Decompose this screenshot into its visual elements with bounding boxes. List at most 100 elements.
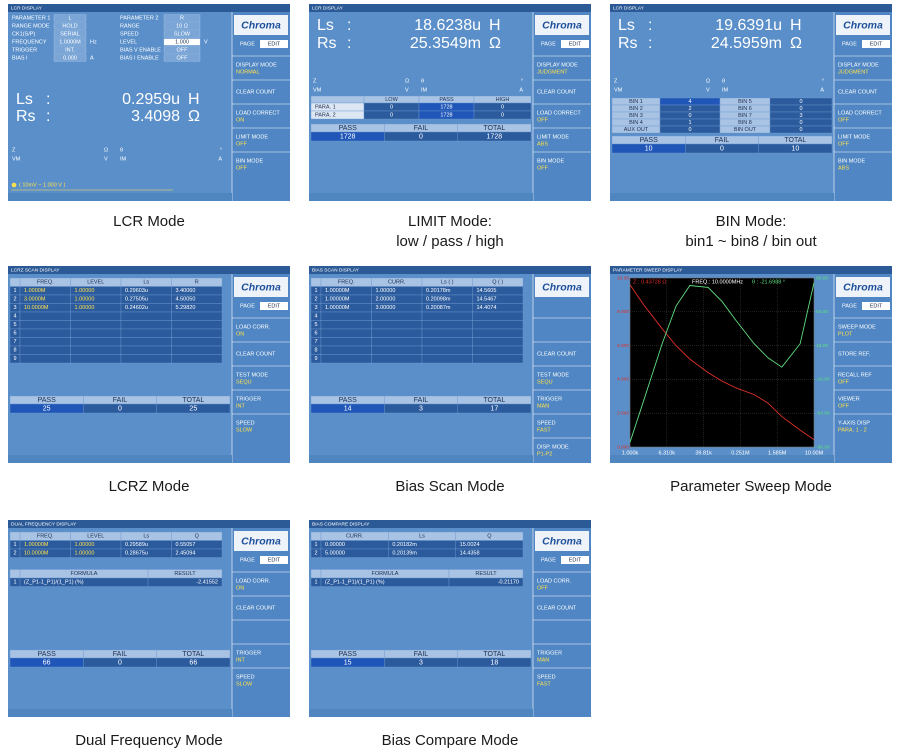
list-cell: 4.50050 — [176, 297, 196, 303]
logo: Chroma — [843, 281, 883, 293]
edit-label: EDIT — [569, 41, 582, 47]
softkey-value: ON — [236, 117, 244, 123]
setting-box — [53, 38, 87, 46]
cell — [19, 354, 71, 364]
monitor-label: A — [820, 87, 824, 93]
readout-value: 3.4098 — [131, 108, 180, 125]
softkey-label: Y-AXIS DISP — [838, 420, 870, 426]
setting-box — [163, 46, 201, 54]
logo: Chroma — [241, 19, 281, 31]
list-cell: 1 — [13, 288, 16, 294]
list-cell: 1.00000 — [75, 551, 95, 557]
page-label: PAGE — [541, 41, 556, 47]
cell — [371, 354, 423, 364]
setting-label: BIAS I — [12, 55, 28, 61]
softkey-value: ON — [236, 585, 244, 591]
readout-separator: : — [46, 108, 50, 125]
title-bar — [610, 266, 892, 274]
formula-header: RESULT — [174, 571, 196, 577]
screen-title: LCRZ SCAN DISPLAY — [11, 268, 60, 274]
softkey-label: CLEAR COUNT — [236, 605, 276, 611]
cell — [120, 345, 172, 355]
formula-cell: -0.21170 — [498, 580, 519, 586]
cell — [19, 311, 71, 321]
list-cell: 0.24602u — [125, 305, 148, 311]
list-cell: 0.55057 — [176, 542, 196, 548]
softkey-value: PARA. 1 - 2 — [838, 427, 867, 433]
title-bar — [309, 520, 591, 528]
setting-value: INT. — [65, 47, 75, 53]
softkey-label: SPEED — [537, 674, 556, 680]
counter-label: TOTAL — [483, 397, 505, 404]
plot-readout: FREQ.: 10.0000MHz — [692, 279, 743, 285]
edit-button — [260, 302, 288, 310]
softkey-label: TEST MODE — [537, 372, 569, 378]
formula-cell: (Z_P1-1_P1)/(1_P1) (%) — [24, 580, 84, 586]
screen: LCR DISPLAY Chroma PAGE EDIT DISPLAY MODENOR… — [8, 4, 290, 201]
cell — [310, 95, 365, 104]
y-tick-label: 10.00 — [617, 275, 629, 281]
counter-label: TOTAL — [483, 125, 505, 132]
list-cell: 4 — [314, 314, 317, 320]
list-header: Q — [195, 534, 200, 540]
counter-label: FAIL — [414, 397, 429, 404]
list-cell: 5.00000 — [325, 551, 345, 557]
softkey-value: INT — [236, 657, 246, 663]
softkey-label: CLEAR COUNT — [236, 89, 276, 95]
logo: Chroma — [542, 535, 582, 547]
monitor-label: IM — [722, 87, 729, 93]
softkey-label: DISPLAY MODE — [537, 62, 578, 68]
monitor-label: A — [519, 87, 523, 93]
status-strip — [309, 455, 533, 463]
counter-value: 15 — [344, 660, 352, 667]
cell — [171, 354, 223, 364]
readout-unit: Ω — [790, 35, 802, 52]
edit-label: EDIT — [870, 41, 883, 47]
list-cell: 7 — [13, 339, 16, 345]
softkey-label: LIMIT MODE — [236, 134, 268, 140]
list-cell: 5.29820 — [176, 305, 196, 311]
setting-label: PARAMETER 2 — [120, 15, 158, 21]
readout-value: 25.3549m — [410, 35, 481, 52]
caption: LIMIT Mode: — [408, 213, 492, 230]
cell — [70, 311, 122, 321]
list-cell: 2.00000 — [376, 297, 396, 303]
softkey-label: LIMIT MODE — [537, 134, 569, 140]
counter-label: TOTAL — [182, 651, 204, 658]
softkey-value: OFF — [838, 379, 850, 385]
counter-label: FAIL — [414, 125, 429, 132]
limit-cell: 0 — [501, 113, 504, 119]
cell — [320, 354, 372, 364]
screen: DUAL FREQUENCY DISPLAY Chroma PAGE EDIT LOAD… — [8, 520, 290, 717]
screen-title: BIAS SCAN DISPLAY — [312, 268, 360, 274]
counter-value: 25 — [43, 406, 51, 413]
bin-cell: BIN 7 — [738, 113, 752, 119]
monitor-label: θ — [421, 78, 424, 84]
limit-cell: 1728 — [440, 113, 452, 119]
bin-cell: 2 — [688, 106, 691, 112]
logo: Chroma — [241, 281, 281, 293]
limit-cell: 1728 — [440, 105, 452, 111]
counter-label: PASS — [339, 397, 357, 404]
title-bar — [610, 4, 892, 12]
setting-box — [53, 22, 87, 30]
setting-box — [53, 46, 87, 54]
cell — [371, 337, 423, 347]
cell — [472, 354, 524, 364]
limit-cell: 0 — [501, 105, 504, 111]
cell — [421, 354, 473, 364]
softkey-label: SPEED — [236, 420, 255, 426]
cell — [120, 320, 172, 330]
list-header: LEVEL — [87, 280, 104, 286]
cell — [70, 337, 122, 347]
list-cell: 3.40060 — [176, 288, 196, 294]
list-header: CURR. — [388, 280, 406, 286]
y2-tick-label: 18.00 — [816, 343, 828, 349]
cell — [70, 328, 122, 338]
list-cell: 14.4074 — [477, 305, 497, 311]
y-tick-label: 6.000 — [617, 343, 629, 349]
bin-cell: BIN 1 — [629, 99, 643, 105]
softkey-value: OFF — [838, 117, 850, 123]
softkey-label: TEST MODE — [236, 372, 268, 378]
